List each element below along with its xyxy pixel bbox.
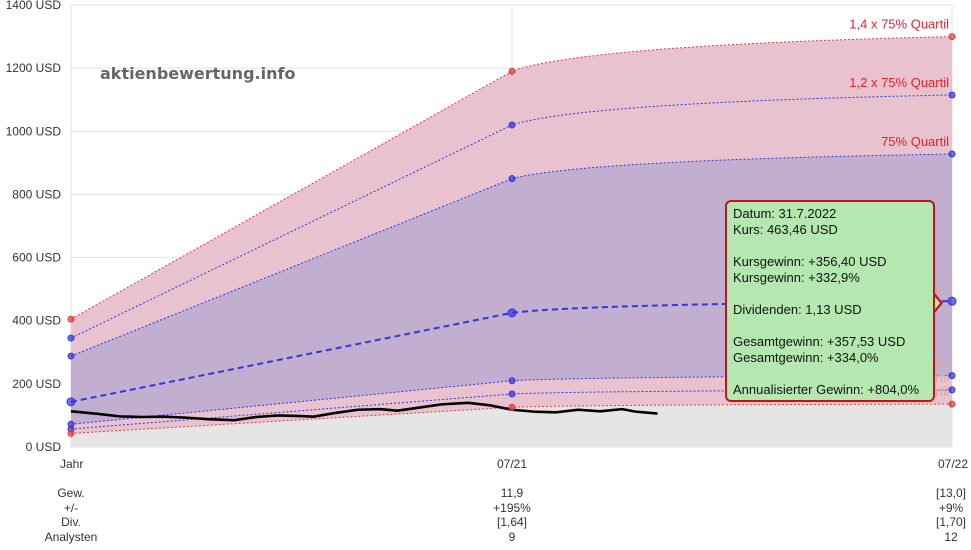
x-tick-label-1: 07/21 (497, 457, 527, 471)
point-2-2 (948, 150, 956, 158)
point-0-1 (508, 67, 516, 75)
line-0-8-x-25-quartil (70, 389, 953, 430)
tooltip-gesamtgewinn-pct: Gesamtgewinn: +334,0% (733, 350, 879, 365)
line-0-6-x-25-quartil (70, 403, 953, 434)
y-tick-label-5: 1000 USD (6, 124, 62, 138)
x-tick-label-0: Jahr (60, 457, 83, 471)
footer-column-0721: 11,9 +195% [1,64] 9 (472, 486, 552, 544)
y-tick-label-2: 400 USD (12, 314, 61, 328)
point-3-0 (66, 397, 76, 407)
tooltip-dividenden: Dividenden: 1,13 USD (733, 302, 862, 317)
point-0-2 (948, 33, 956, 41)
point-6-2 (948, 400, 956, 408)
y-tick-label-6: 1200 USD (6, 61, 62, 75)
point-6-1 (508, 403, 516, 411)
point-4-1 (508, 377, 516, 385)
area-base (71, 404, 952, 447)
point-2-1 (508, 175, 516, 183)
y-tick-label-7: 1400 USD (6, 0, 62, 12)
y-tick-label-3: 600 USD (12, 251, 61, 265)
x-axis: Jahr 07/21 07/22 (60, 457, 968, 471)
y-axis: 0 USD 200 USD 400 USD 600 USD 800 USD 1000 US… (6, 0, 62, 454)
point-0-0 (67, 315, 75, 323)
point-5-2 (948, 386, 956, 394)
tooltip-datum: Datum: 31.7.2022 (733, 206, 837, 221)
point-1-2 (948, 91, 956, 99)
watermark: aktienbewertung.info (100, 64, 295, 83)
point-3-2 (947, 296, 957, 306)
footer-0721-gew: 11,9 (500, 486, 524, 500)
y-tick-label-4: 800 USD (12, 187, 61, 201)
band-points (66, 33, 957, 437)
tooltip-kurs: Kurs: 463,46 USD (733, 222, 838, 237)
tooltip-gesamtgewinn-abs: Gesamtgewinn: +357,53 USD (733, 334, 906, 349)
footer-label-analysten: Analysten (44, 529, 98, 544)
footer-0722-analysten: 12 (944, 529, 958, 544)
y-tick-label-1: 200 USD (12, 377, 61, 391)
band-label-2: 75% Quartil (881, 134, 949, 149)
price-series (70, 401, 658, 422)
footer-label-change: +/- (63, 500, 79, 515)
footer-row-labels: Gew. +/- Div. Analysten (30, 486, 112, 544)
footer-label-gew: Gew. (57, 486, 85, 500)
footer-0722-gew: [13,0] (935, 486, 967, 500)
point-4-2 (948, 372, 956, 380)
point-6-0 (67, 429, 75, 437)
point-3-1 (507, 308, 517, 318)
tooltip-kursgewinn-pct: Kursgewinn: +332,9% (733, 270, 860, 285)
footer-0721-analysten: 9 (508, 529, 516, 544)
band-label-1: 1,2 x 75% Quartil (849, 75, 949, 90)
footer-column-0722: [13,0] +9% [1,70] 12 (921, 486, 971, 544)
y-tick-label-0: 0 USD (26, 440, 62, 454)
tooltip-kursgewinn-abs: Kursgewinn: +356,40 USD (733, 254, 887, 269)
point-1-0 (67, 334, 75, 342)
line-75-quartil (70, 153, 953, 357)
footer-0722-change: +9% (938, 500, 964, 515)
footer-0722-div: [1,70] (935, 515, 967, 529)
footer-0721-change: +195% (493, 500, 531, 515)
price-line (70, 401, 658, 422)
point-1-1 (508, 121, 516, 129)
tooltip: Datum: 31.7.2022 Kurs: 463,46 USD Kursge… (725, 200, 935, 402)
tooltip-annualisiert: Annualisierter Gewinn: +804,0% (733, 382, 920, 397)
line-1-4-x-75-quartil (70, 36, 953, 320)
footer-label-div: Div. (61, 515, 81, 529)
point-2-0 (67, 352, 75, 360)
footer-0721-div: [1,64] (496, 515, 528, 529)
x-tick-label-2: 07/22 (938, 457, 968, 471)
band-label-0: 1,4 x 75% Quartil (849, 17, 949, 32)
point-5-1 (508, 390, 516, 398)
tooltip-arrow-fill (933, 294, 940, 312)
